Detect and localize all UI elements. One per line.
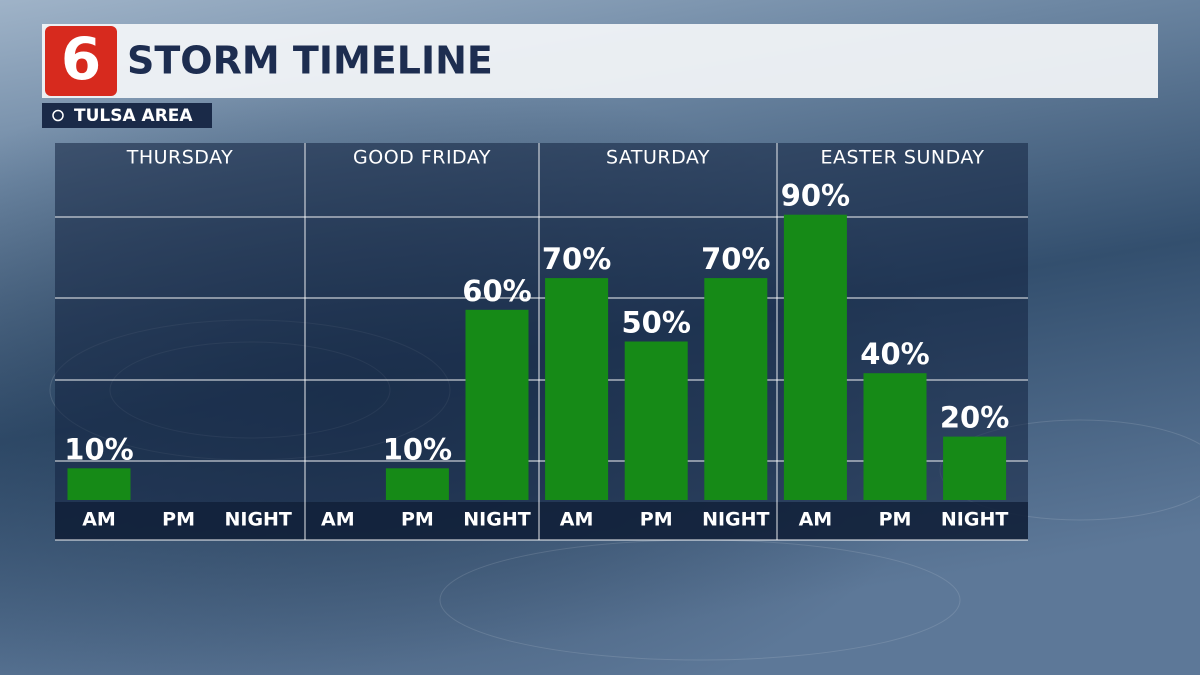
x-tick-label: NIGHT — [702, 509, 769, 531]
x-tick-label: PM — [640, 509, 673, 531]
bar — [624, 341, 688, 500]
data-label: 90% — [781, 179, 850, 213]
bar — [943, 436, 1007, 500]
x-tick-label: AM — [799, 509, 833, 531]
bar — [783, 214, 847, 500]
logo-text: 6 — [61, 25, 101, 93]
logo — [45, 26, 117, 96]
bar — [545, 278, 609, 500]
bar — [385, 468, 449, 500]
data-label: 60% — [462, 274, 531, 308]
x-tick-label: NIGHT — [224, 509, 291, 531]
bar — [704, 278, 768, 500]
x-tick-label: PM — [162, 509, 195, 531]
data-label: 50% — [621, 306, 690, 340]
day-label: SATURDAY — [606, 147, 710, 169]
data-label: 10% — [64, 432, 133, 466]
bar — [863, 373, 927, 500]
data-label: 70% — [701, 242, 770, 276]
data-label: 40% — [860, 337, 929, 371]
x-tick-label: NIGHT — [463, 509, 530, 531]
data-label: 70% — [542, 242, 611, 276]
x-tick-label: AM — [560, 509, 594, 531]
x-tick-label: AM — [82, 509, 116, 531]
chart-title: STORM TIMELINE — [127, 39, 493, 83]
day-label: EASTER SUNDAY — [820, 147, 984, 169]
title-bar — [42, 24, 1158, 98]
data-label: 20% — [940, 401, 1009, 435]
x-tick-label: NIGHT — [941, 509, 1008, 531]
x-tick-label: AM — [321, 509, 355, 531]
data-label: 10% — [383, 432, 452, 466]
label-row — [55, 502, 1028, 540]
x-tick-label: PM — [879, 509, 912, 531]
subtitle-box — [42, 103, 212, 128]
x-tick-label: PM — [401, 509, 434, 531]
subtitle: TULSA AREA — [74, 106, 193, 126]
day-label: THURSDAY — [126, 147, 234, 169]
bar — [465, 309, 529, 500]
location-icon — [52, 109, 64, 122]
day-label: GOOD FRIDAY — [353, 147, 491, 169]
bar — [67, 468, 131, 500]
